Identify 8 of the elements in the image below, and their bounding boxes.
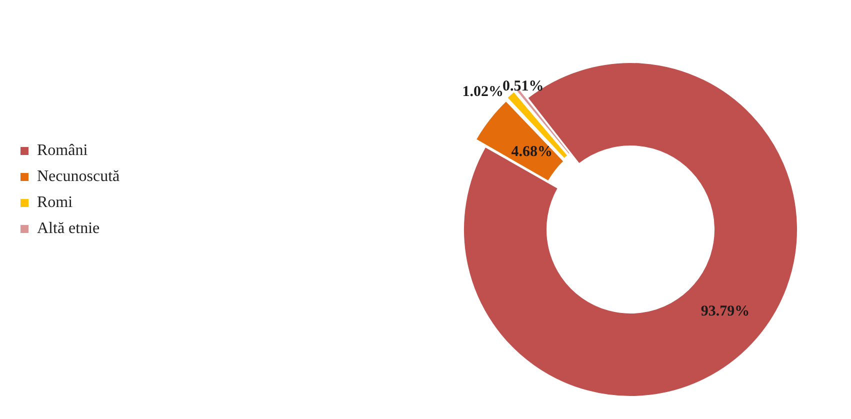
legend-label: Români	[37, 142, 88, 160]
legend-label: Altă etnie	[37, 220, 100, 238]
legend-label: Romi	[37, 194, 74, 212]
data-label: 0.51%	[502, 78, 544, 94]
data-label: 4.68%	[511, 144, 553, 160]
data-label: 1.02%	[462, 84, 504, 100]
data-label: 93.79%	[700, 303, 750, 320]
legend-label: Necunoscută	[37, 168, 120, 186]
